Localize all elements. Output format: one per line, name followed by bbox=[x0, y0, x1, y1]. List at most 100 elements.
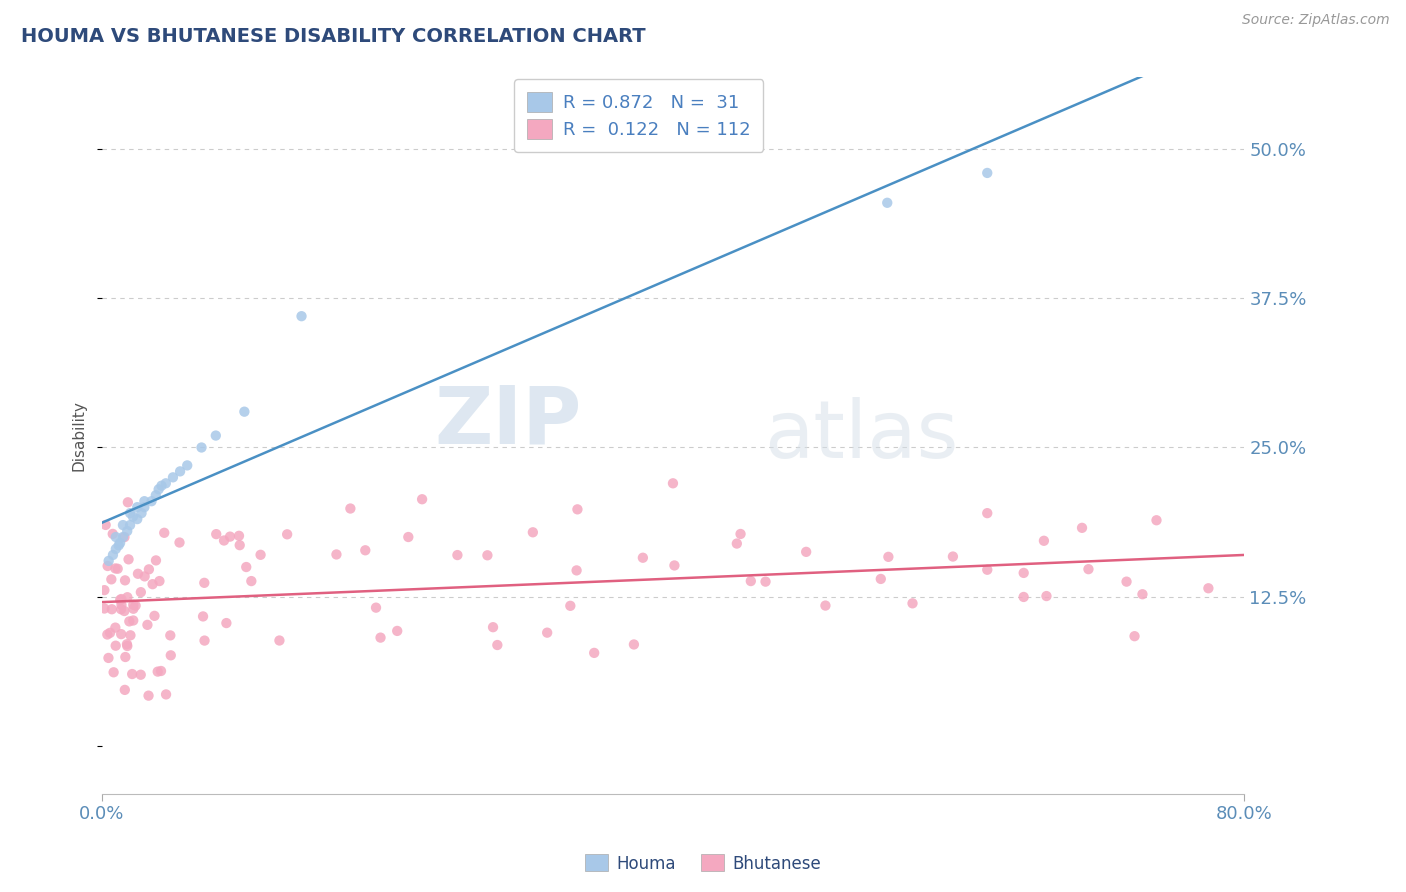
Point bbox=[104, 561, 127, 575]
Point bbox=[1032, 533, 1054, 548]
Point bbox=[1115, 574, 1137, 589]
Point bbox=[104, 621, 127, 635]
Point bbox=[364, 600, 387, 615]
Point bbox=[1132, 587, 1154, 601]
Point bbox=[93, 583, 115, 598]
Point bbox=[117, 591, 139, 605]
Point bbox=[155, 687, 177, 701]
Point bbox=[1035, 589, 1057, 603]
Point bbox=[94, 518, 117, 533]
Text: Source: ZipAtlas.com: Source: ZipAtlas.com bbox=[1241, 13, 1389, 28]
Point bbox=[122, 614, 145, 628]
Point bbox=[108, 593, 131, 607]
Point bbox=[159, 628, 181, 642]
Point bbox=[96, 627, 118, 641]
Point bbox=[169, 535, 191, 549]
Point bbox=[1012, 590, 1035, 604]
Point bbox=[134, 569, 156, 583]
Point bbox=[122, 601, 145, 615]
Point bbox=[976, 563, 998, 577]
Point bbox=[814, 599, 837, 613]
Point bbox=[623, 637, 645, 651]
Point bbox=[228, 538, 250, 552]
Legend: R = 0.872   N =  31, R =  0.122   N = 112: R = 0.872 N = 31, R = 0.122 N = 112 bbox=[515, 79, 763, 152]
Point bbox=[153, 525, 176, 540]
Point bbox=[387, 624, 409, 638]
Point bbox=[150, 478, 173, 492]
Point bbox=[240, 574, 263, 588]
Point bbox=[120, 518, 142, 533]
Point bbox=[122, 509, 145, 524]
Point bbox=[482, 620, 505, 634]
Point bbox=[110, 627, 132, 641]
Point bbox=[138, 562, 160, 576]
Point bbox=[522, 525, 544, 540]
Point bbox=[107, 538, 129, 552]
Point bbox=[97, 559, 120, 574]
Point bbox=[339, 501, 361, 516]
Point bbox=[114, 530, 136, 544]
Point bbox=[104, 541, 127, 556]
Point bbox=[942, 549, 965, 564]
Point bbox=[118, 615, 141, 629]
Point bbox=[115, 524, 138, 538]
Point bbox=[664, 558, 686, 573]
Point bbox=[115, 637, 138, 651]
Point bbox=[193, 575, 215, 590]
Point bbox=[725, 536, 748, 550]
Point bbox=[290, 309, 312, 323]
Point bbox=[567, 502, 589, 516]
Point bbox=[155, 476, 177, 491]
Point bbox=[117, 495, 139, 509]
Point bbox=[219, 530, 242, 544]
Point bbox=[104, 530, 127, 544]
Point bbox=[190, 441, 212, 455]
Point bbox=[235, 560, 257, 574]
Point bbox=[101, 527, 124, 541]
Point bbox=[869, 572, 891, 586]
Point bbox=[107, 562, 129, 576]
Point bbox=[228, 529, 250, 543]
Point bbox=[117, 639, 139, 653]
Point bbox=[129, 667, 152, 681]
Point bbox=[108, 536, 131, 550]
Point bbox=[100, 572, 122, 586]
Point bbox=[269, 633, 291, 648]
Point bbox=[145, 553, 167, 567]
Point bbox=[976, 506, 998, 520]
Point bbox=[740, 574, 762, 588]
Point bbox=[583, 646, 606, 660]
Point bbox=[446, 548, 468, 562]
Point bbox=[204, 428, 226, 442]
Point bbox=[794, 545, 817, 559]
Point bbox=[536, 625, 558, 640]
Point bbox=[560, 599, 582, 613]
Point bbox=[114, 650, 136, 665]
Point bbox=[120, 628, 142, 642]
Point bbox=[111, 530, 134, 544]
Point bbox=[486, 638, 509, 652]
Point bbox=[148, 574, 170, 588]
Point bbox=[101, 548, 124, 562]
Point bbox=[136, 618, 159, 632]
Point bbox=[148, 483, 170, 497]
Point bbox=[120, 506, 142, 520]
Point bbox=[565, 563, 588, 577]
Point bbox=[150, 664, 173, 678]
Point bbox=[97, 554, 120, 568]
Point bbox=[176, 458, 198, 473]
Point bbox=[110, 592, 132, 607]
Point bbox=[169, 464, 191, 478]
Text: HOUMA VS BHUTANESE DISABILITY CORRELATION CHART: HOUMA VS BHUTANESE DISABILITY CORRELATIO… bbox=[21, 27, 645, 45]
Point bbox=[1077, 562, 1099, 576]
Point bbox=[114, 682, 136, 697]
Point bbox=[112, 604, 135, 618]
Point bbox=[104, 639, 127, 653]
Point bbox=[146, 665, 169, 679]
Point bbox=[976, 166, 998, 180]
Point bbox=[97, 651, 120, 665]
Point bbox=[110, 602, 132, 616]
Point bbox=[754, 574, 776, 589]
Legend: Houma, Bhutanese: Houma, Bhutanese bbox=[578, 847, 828, 880]
Point bbox=[730, 527, 752, 541]
